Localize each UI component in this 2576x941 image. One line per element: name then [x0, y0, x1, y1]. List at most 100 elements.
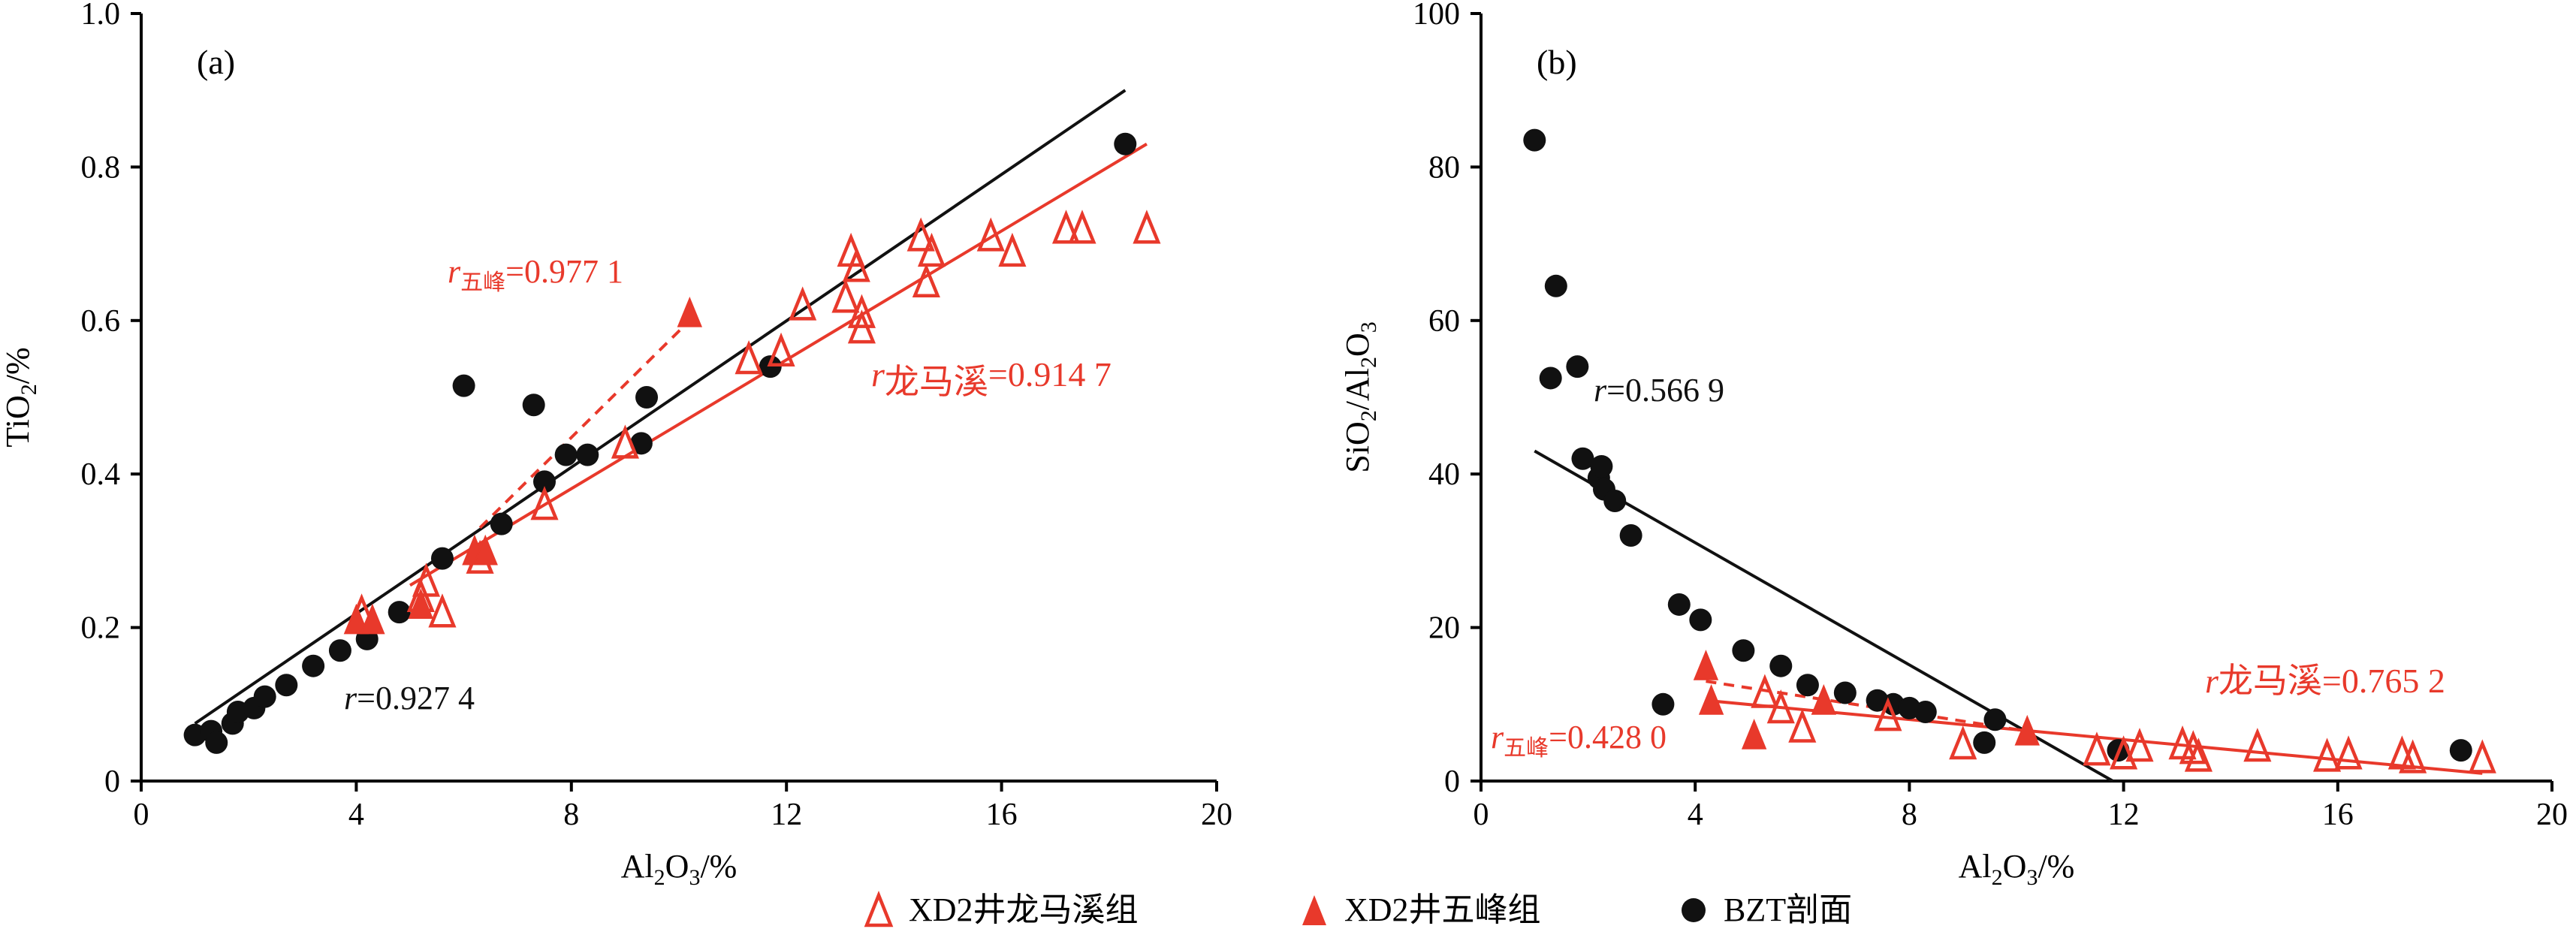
data-point-open-triangle	[1949, 725, 1977, 760]
data-point-filled-triangle	[408, 588, 434, 619]
r-value: =0.566 9	[1606, 372, 1724, 409]
legend-label: XD2井龙马溪组	[909, 891, 1139, 928]
data-point-open-triangle	[1766, 689, 1795, 724]
y-axis-label-sub: 2	[1356, 357, 1381, 368]
data-point-filled-circle	[759, 355, 782, 379]
data-point-open-triangle	[428, 593, 457, 628]
y-axis-label-part: TiO	[0, 395, 36, 447]
x-axis-label-sub: 2	[654, 865, 665, 890]
r-symbol: r	[1491, 719, 1504, 756]
r-symbol: r	[448, 253, 461, 290]
data-point-filled-circle	[1651, 692, 1675, 716]
data-point-filled-circle	[302, 654, 325, 677]
legend: XD2井龙马溪组 XD2井五峰组 BZT剖面	[864, 890, 1852, 928]
correlation-label: r五峰=0.977 1	[448, 253, 623, 295]
fit-line-red-dashed	[478, 319, 691, 529]
data-point-filled-triangle	[472, 534, 498, 566]
r-value: =0.927 4	[357, 680, 475, 716]
r-symbol: r	[871, 355, 885, 394]
data-point-open-triangle	[2399, 739, 2427, 774]
data-point-open-triangle	[412, 562, 441, 597]
data-point-filled-circle	[1114, 132, 1137, 155]
y-tick-label: 60	[1428, 304, 1460, 339]
x-axis-label-part: /%	[2038, 848, 2074, 885]
x-tick-label: 16	[2322, 798, 2354, 832]
data-point-open-triangle	[611, 424, 639, 459]
y-axis-label-part: /%	[0, 347, 36, 384]
data-point-open-triangle	[2184, 737, 2213, 772]
x-tick-label: 8	[563, 798, 579, 832]
data-point-open-triangle	[906, 217, 935, 252]
x-tick-label: 12	[771, 798, 802, 832]
panel-label: (b)	[1537, 43, 1577, 81]
data-point-open-triangle	[2468, 739, 2496, 774]
x-tick-label: 20	[1201, 798, 1232, 832]
data-point-open-triangle	[847, 294, 876, 328]
panel-label: (a)	[197, 43, 235, 81]
r-symbol: r	[1594, 372, 1607, 409]
y-tick-label: 1.0	[81, 0, 121, 32]
r-subscript: 龙马溪	[2219, 662, 2322, 700]
correlation-label: r=0.927 4	[344, 680, 475, 716]
data-point-filled-circle	[1914, 701, 1937, 724]
data-point-open-triangle	[1874, 697, 1902, 731]
x-tick-label: 0	[134, 798, 149, 832]
x-tick-label: 8	[1902, 798, 1917, 832]
data-point-open-triangle	[912, 263, 940, 297]
x-axis-label-part: O	[2003, 848, 2027, 885]
data-point-filled-circle	[1796, 674, 1819, 697]
correlation-label: r龙马溪=0.765 2	[2205, 662, 2445, 700]
data-point-open-triangle	[734, 339, 763, 375]
x-axis-label-part: Al	[1959, 848, 1992, 885]
data-point-open-triangle	[767, 332, 795, 366]
data-point-filled-circle	[388, 601, 411, 624]
data-point-open-triangle	[1068, 210, 1096, 244]
r-subscript: 五峰	[1504, 736, 1549, 761]
r-value: =0.914 7	[988, 355, 1112, 394]
data-point-open-triangle	[530, 486, 559, 520]
data-point-open-triangle	[2083, 731, 2111, 766]
data-point-filled-circle	[1619, 523, 1642, 547]
data-point-filled-circle	[1571, 447, 1594, 470]
data-point-open-triangle	[998, 232, 1027, 267]
data-point-open-triangle	[2334, 735, 2363, 770]
y-axis-label: TiO2/%	[0, 347, 41, 447]
data-point-filled-triangle	[343, 603, 370, 635]
legend-marker-filled-circle	[1682, 898, 1706, 922]
data-point-filled-circle	[1603, 489, 1627, 512]
data-point-open-triangle	[1788, 708, 1817, 743]
x-axis-label-part: O	[665, 848, 689, 885]
data-point-open-triangle	[789, 286, 817, 321]
legend-marker-filled-triangle	[1302, 895, 1326, 925]
data-point-open-triangle	[2243, 728, 2272, 762]
data-point-open-triangle	[917, 232, 946, 267]
correlation-label: r龙马溪=0.914 7	[871, 355, 1112, 401]
data-point-filled-triangle	[1698, 684, 1724, 715]
data-point-filled-circle	[522, 394, 545, 417]
data-point-filled-circle	[328, 639, 351, 662]
y-axis-label-part: SiO	[1339, 421, 1376, 472]
y-tick-label: 0.6	[81, 304, 121, 339]
data-point-filled-circle	[1566, 355, 1589, 379]
data-point-open-triangle	[847, 309, 876, 344]
y-tick-label: 0.8	[81, 150, 121, 185]
legend-label: XD2井五峰组	[1344, 891, 1541, 928]
data-point-open-triangle	[2312, 737, 2342, 772]
r-symbol: r	[2205, 662, 2219, 700]
data-point-open-triangle	[1051, 210, 1081, 244]
data-point-filled-circle	[1983, 708, 2007, 731]
data-point-filled-circle	[1523, 128, 1546, 152]
data-point-open-triangle	[1133, 210, 1161, 244]
data-point-open-triangle	[831, 279, 860, 313]
data-point-filled-circle	[1539, 366, 1562, 390]
data-point-filled-circle	[2449, 739, 2472, 762]
r-subscript: 龙马溪	[885, 363, 988, 401]
data-point-filled-triangle	[360, 603, 385, 635]
data-point-open-triangle	[1751, 674, 1779, 708]
data-point-filled-circle	[629, 432, 653, 455]
y-tick-label: 0	[1444, 765, 1460, 799]
data-point-filled-circle	[1667, 593, 1691, 616]
r-value: =0.977 1	[505, 253, 623, 290]
data-point-filled-circle	[1833, 681, 1857, 704]
